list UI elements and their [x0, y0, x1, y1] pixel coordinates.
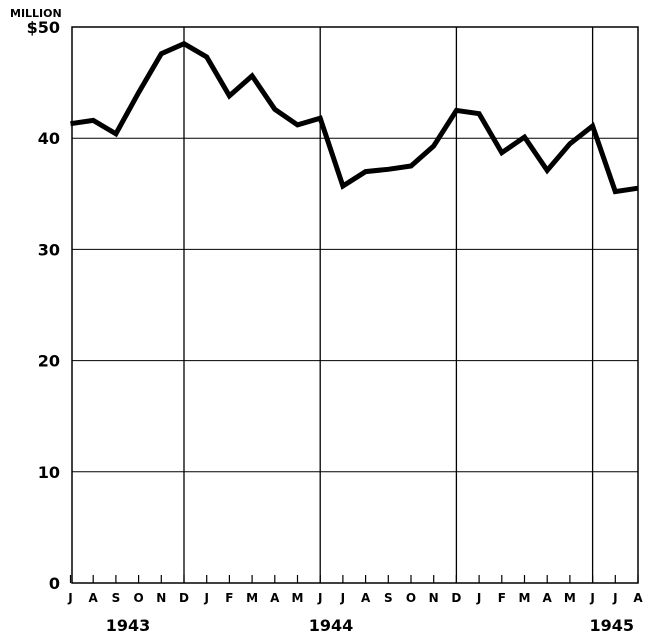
year-label: 1945 — [589, 616, 634, 635]
x-tick-label: A — [89, 591, 99, 605]
x-tick-label: J — [67, 591, 72, 605]
x-tick-label: J — [589, 591, 594, 605]
x-tick-label: A — [543, 591, 553, 605]
x-tick-label: M — [564, 591, 576, 605]
x-tick-label: J — [317, 591, 322, 605]
x-tick-label: J — [476, 591, 481, 605]
x-tick-label: F — [498, 591, 506, 605]
x-tick-label: M — [246, 591, 258, 605]
x-tick-label: S — [112, 591, 121, 605]
unit-label: MILLION — [10, 7, 62, 20]
y-tick-label: $50 — [27, 18, 60, 37]
series-group — [70, 40, 639, 195]
horizontal-gridlines — [72, 137, 638, 473]
series-line — [70, 40, 639, 195]
y-tick-label: 10 — [38, 463, 60, 482]
x-tick-label: J — [340, 591, 345, 605]
y-tick-label: 30 — [38, 240, 60, 259]
x-tick-label: O — [406, 591, 416, 605]
year-label: 1944 — [309, 616, 354, 635]
x-tick-label: A — [633, 591, 643, 605]
x-tick-label: D — [179, 591, 189, 605]
x-axis-ticks — [69, 575, 639, 583]
y-tick-label: 20 — [38, 352, 60, 371]
x-tick-label: N — [429, 591, 439, 605]
x-tick-label: F — [225, 591, 233, 605]
x-tick-label: M — [519, 591, 531, 605]
vertical-gridlines — [183, 27, 594, 583]
x-tick-label: A — [361, 591, 371, 605]
plot-frame — [71, 26, 639, 584]
x-tick-label: A — [270, 591, 280, 605]
x-tick-label: N — [156, 591, 166, 605]
y-tick-label: 0 — [49, 574, 60, 593]
x-axis-year-labels: 1943 1944 1945 — [106, 616, 634, 635]
x-tick-label: J — [203, 591, 208, 605]
y-tick-label: 40 — [38, 129, 60, 148]
x-tick-label: M — [292, 591, 304, 605]
x-tick-label: D — [451, 591, 461, 605]
x-tick-label: S — [384, 591, 393, 605]
y-axis-tick-labels: 0 10 20 30 40 $50 — [27, 18, 60, 593]
year-label: 1943 — [106, 616, 151, 635]
x-tick-label: O — [133, 591, 143, 605]
x-tick-label: J — [612, 591, 617, 605]
